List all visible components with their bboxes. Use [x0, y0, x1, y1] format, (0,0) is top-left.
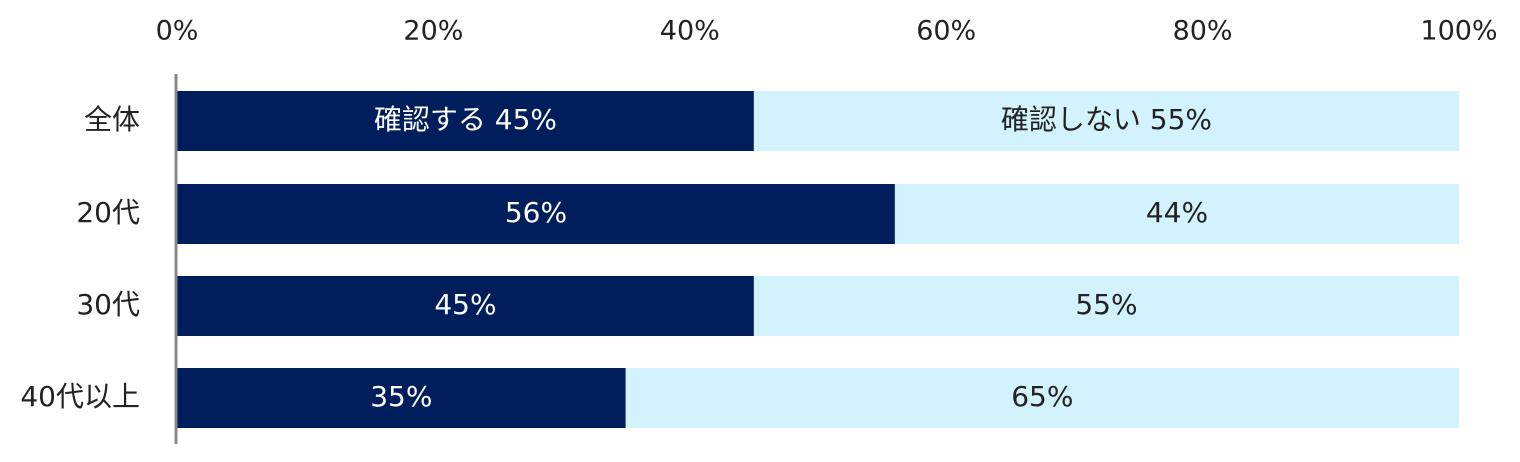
data-label: 45%: [434, 288, 496, 321]
x-tick-label: 60%: [916, 16, 976, 47]
bar-not-confirm: [894, 184, 1459, 244]
x-tick-label: 0%: [156, 16, 199, 47]
data-label: 35%: [370, 380, 432, 413]
bar-not-confirm: [753, 276, 1459, 336]
data-label: 確認しない 55%: [1001, 103, 1212, 136]
data-label: 確認する 45%: [374, 103, 557, 136]
bar-confirm: [177, 276, 754, 336]
x-tick-label: 80%: [1173, 16, 1233, 47]
data-label: 56%: [505, 196, 567, 229]
category-label: 20代: [76, 196, 140, 229]
bar-not-confirm: [753, 91, 1459, 151]
bar-confirm: [177, 91, 754, 151]
data-label: 55%: [1075, 288, 1137, 321]
x-tick-label: 20%: [403, 16, 463, 47]
category-label: 40代以上: [20, 380, 140, 413]
category-label: 30代: [76, 288, 140, 321]
data-label: 44%: [1146, 196, 1208, 229]
data-label: 65%: [1011, 380, 1073, 413]
bar-confirm: [177, 184, 895, 244]
bar-confirm: [177, 368, 626, 428]
x-tick-label: 40%: [660, 16, 720, 47]
category-label: 全体: [84, 103, 140, 136]
bar-not-confirm: [625, 368, 1459, 428]
x-tick-label: 100%: [1420, 16, 1497, 47]
